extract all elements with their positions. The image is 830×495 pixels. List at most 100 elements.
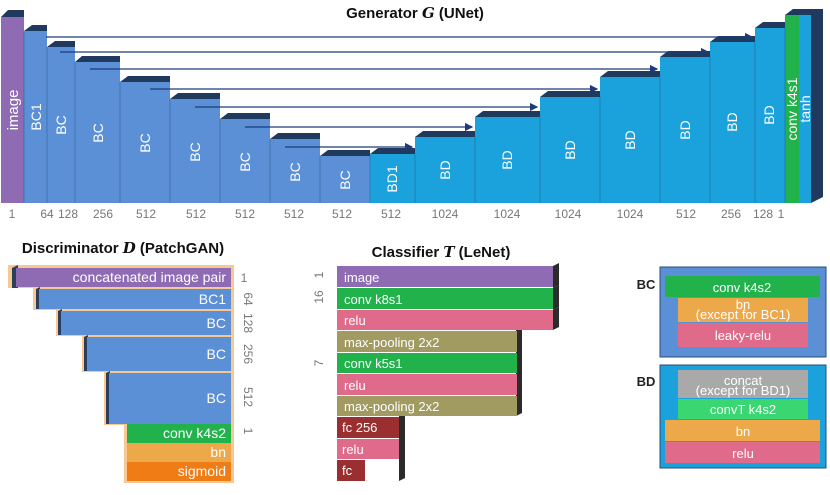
channel-count: 1 bbox=[778, 207, 785, 221]
cls-conv-layer bbox=[337, 288, 553, 309]
disc-image-pair-layer bbox=[16, 268, 231, 287]
gen-conv-block bbox=[785, 15, 799, 203]
legend-bc: BC conv k4s2 bn (except for BC1) leaky-r… bbox=[637, 266, 827, 358]
discriminator-stack bbox=[16, 268, 231, 481]
channel-count: 512 bbox=[381, 207, 401, 221]
cls-layer-label: fc 256 bbox=[342, 420, 377, 435]
legend-bd-label: bn bbox=[736, 424, 750, 439]
gen-bd-block bbox=[600, 77, 660, 203]
gen-bd-label: BD bbox=[761, 105, 777, 124]
discriminator-channels: 1 64 128 256 512 1 bbox=[241, 271, 255, 435]
gen-bd-block bbox=[660, 57, 710, 203]
gen-bd-label: BD bbox=[724, 112, 740, 131]
gen-bd-label: BD bbox=[499, 150, 515, 169]
channel-count: 1 bbox=[241, 271, 248, 285]
cls-layer-label: max-pooling 2x2 bbox=[344, 335, 439, 350]
gen-bd-block bbox=[540, 97, 600, 203]
gen-bd-label: BD bbox=[677, 120, 693, 139]
gen-bd-block bbox=[710, 42, 755, 203]
generator-title: Generator G (UNet) bbox=[346, 4, 484, 22]
cls-layer-label: max-pooling 2x2 bbox=[344, 399, 439, 414]
legend-bc-label: conv k4s2 bbox=[713, 280, 772, 295]
gen-bc1-block bbox=[24, 31, 47, 203]
gen-bc-label: BC bbox=[53, 115, 69, 134]
discriminator-title: Discriminator D (PatchGAN) bbox=[22, 239, 224, 257]
channel-count: 128 bbox=[58, 207, 78, 221]
channel-count: 64 bbox=[241, 292, 255, 306]
gen-bc-label: BC bbox=[187, 142, 203, 161]
channel-count: 1024 bbox=[494, 207, 521, 221]
gen-bc-block bbox=[220, 119, 270, 203]
gen-bc1-label: BC1 bbox=[28, 103, 44, 130]
channel-count: 1024 bbox=[555, 207, 582, 221]
gen-bd1-block bbox=[370, 154, 415, 203]
legend-bc-relu bbox=[678, 323, 808, 347]
channel-count: 1024 bbox=[617, 207, 644, 221]
cls-pool-layer bbox=[337, 331, 517, 352]
gen-bc-block bbox=[75, 62, 120, 203]
cls-relu-layer bbox=[337, 374, 517, 395]
gen-conv-label: conv k4s1 bbox=[784, 77, 800, 140]
disc-layer-label: concatenated image pair bbox=[73, 269, 227, 285]
legend-bc-label: leaky-relu bbox=[715, 328, 771, 343]
channel-count: 512 bbox=[241, 387, 255, 407]
channel-count: 256 bbox=[721, 207, 741, 221]
gen-bd1-label: BD1 bbox=[384, 165, 400, 192]
legend-bd-convt bbox=[678, 399, 808, 419]
cls-layer-label: conv k5s1 bbox=[344, 356, 403, 371]
legend-bc-note: (except for BC1) bbox=[696, 307, 791, 322]
channel-count: 1 bbox=[312, 271, 326, 278]
gen-tanh-label: tanh bbox=[797, 95, 813, 122]
legend-bc-title: BC bbox=[637, 277, 656, 292]
cls-layer-label: fc bbox=[342, 463, 353, 478]
legend-bd: BD concat (except for BD1) convT k4s2 bn… bbox=[637, 364, 827, 469]
cls-layer-label: relu bbox=[344, 378, 366, 393]
gen-bc-label: BC bbox=[287, 162, 303, 181]
cls-fc-layer bbox=[337, 417, 399, 438]
disc-layer-label: conv k4s2 bbox=[163, 425, 226, 441]
skip-connections bbox=[46, 32, 754, 152]
disc-conv-layer bbox=[127, 424, 231, 443]
gen-bd-block bbox=[755, 28, 785, 203]
disc-layer-label: BC bbox=[207, 346, 226, 362]
generator-channels: 1 64 128 256 512 512 512 512 512 512 102… bbox=[9, 207, 785, 221]
disc-bn-layer bbox=[127, 443, 231, 462]
legend-bd-title: BD bbox=[637, 374, 656, 389]
channel-count: 1 bbox=[9, 207, 16, 221]
legend-bd-label: relu bbox=[732, 446, 754, 461]
channel-count: 512 bbox=[235, 207, 255, 221]
generator-encoder bbox=[1, 17, 370, 203]
legend-bc-bn bbox=[678, 298, 808, 322]
cls-fc-layer bbox=[337, 460, 365, 481]
cls-image-layer bbox=[337, 266, 553, 287]
disc-bc-layer bbox=[87, 337, 231, 371]
gen-bc-block bbox=[320, 156, 370, 203]
gen-bc-block bbox=[270, 139, 320, 203]
cls-pool-layer bbox=[337, 396, 517, 416]
disc-layer-label: bn bbox=[210, 444, 226, 460]
channel-count: 512 bbox=[284, 207, 304, 221]
disc-layer-label: BC bbox=[207, 390, 226, 406]
channel-count: 64 bbox=[40, 207, 54, 221]
classifier-channels: 1 16 7 bbox=[312, 271, 326, 366]
cls-layer-label: image bbox=[344, 270, 379, 285]
channel-count: 1 bbox=[241, 428, 255, 435]
legend-bd-note: (except for BD1) bbox=[696, 383, 791, 398]
cls-conv-layer bbox=[337, 353, 517, 373]
cls-relu-layer bbox=[337, 439, 399, 459]
disc-sigmoid-layer bbox=[127, 462, 231, 481]
disc-bc-layer bbox=[109, 373, 231, 424]
gen-bd-label: BD bbox=[562, 140, 578, 159]
disc-layer-label: BC bbox=[207, 315, 226, 331]
gen-bc-label: BC bbox=[237, 152, 253, 171]
gen-bd-label: BD bbox=[622, 130, 638, 149]
channel-count: 256 bbox=[93, 207, 113, 221]
classifier-title: Classifier T (LeNet) bbox=[372, 243, 511, 261]
generator-labels: image BC1 BC BC BC BC BC BC BC BD1 BD BD… bbox=[5, 77, 813, 192]
channel-count: 128 bbox=[753, 207, 773, 221]
channel-count: 7 bbox=[312, 359, 326, 366]
cls-layer-label: conv k8s1 bbox=[344, 292, 403, 307]
disc-bc1-layer bbox=[39, 289, 231, 309]
gen-bc-label: BC bbox=[90, 123, 106, 142]
